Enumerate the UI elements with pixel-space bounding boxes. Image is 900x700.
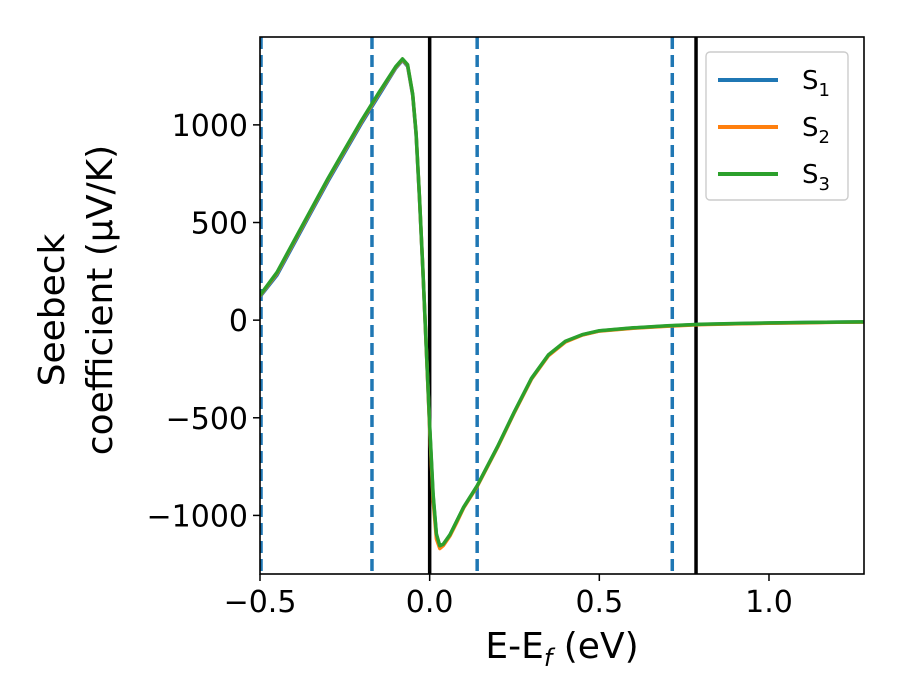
x-axis-label: E-Ef (eV) [485, 626, 638, 672]
plot-frame [259, 36, 865, 575]
y-axis-label-line1: Seebeck [32, 233, 73, 386]
x-tick-label: 1.0 [745, 585, 793, 620]
x-tick-label: −0.5 [224, 585, 297, 620]
y-tick-label: 0 [229, 304, 248, 339]
reference-lines [260, 37, 698, 574]
series-layer [260, 57, 864, 551]
x-tick-label: 0.0 [406, 585, 454, 620]
y-axis-ticks: −1000 −500 0 500 1000 [147, 109, 260, 534]
y-tick-label: −1000 [147, 499, 248, 534]
y-tick-label: −500 [166, 402, 248, 437]
legend-label-2: S2 [802, 113, 830, 148]
legend-label-1: S1 [802, 66, 830, 101]
legend: S1 S2 S3 [705, 51, 849, 201]
y-tick-label: 1000 [172, 109, 248, 144]
x-tick-label: 0.5 [575, 585, 623, 620]
y-axis-label: Seebeck coefficient (μV/K) [32, 145, 121, 455]
legend-label-3: S3 [802, 160, 830, 195]
y-tick-label: 500 [191, 207, 248, 242]
x-axis-ticks: −0.5 0.0 0.5 1.0 [224, 574, 793, 620]
y-axis-label-line2: coefficient (μV/K) [80, 145, 121, 455]
series-line-3 [260, 57, 864, 548]
